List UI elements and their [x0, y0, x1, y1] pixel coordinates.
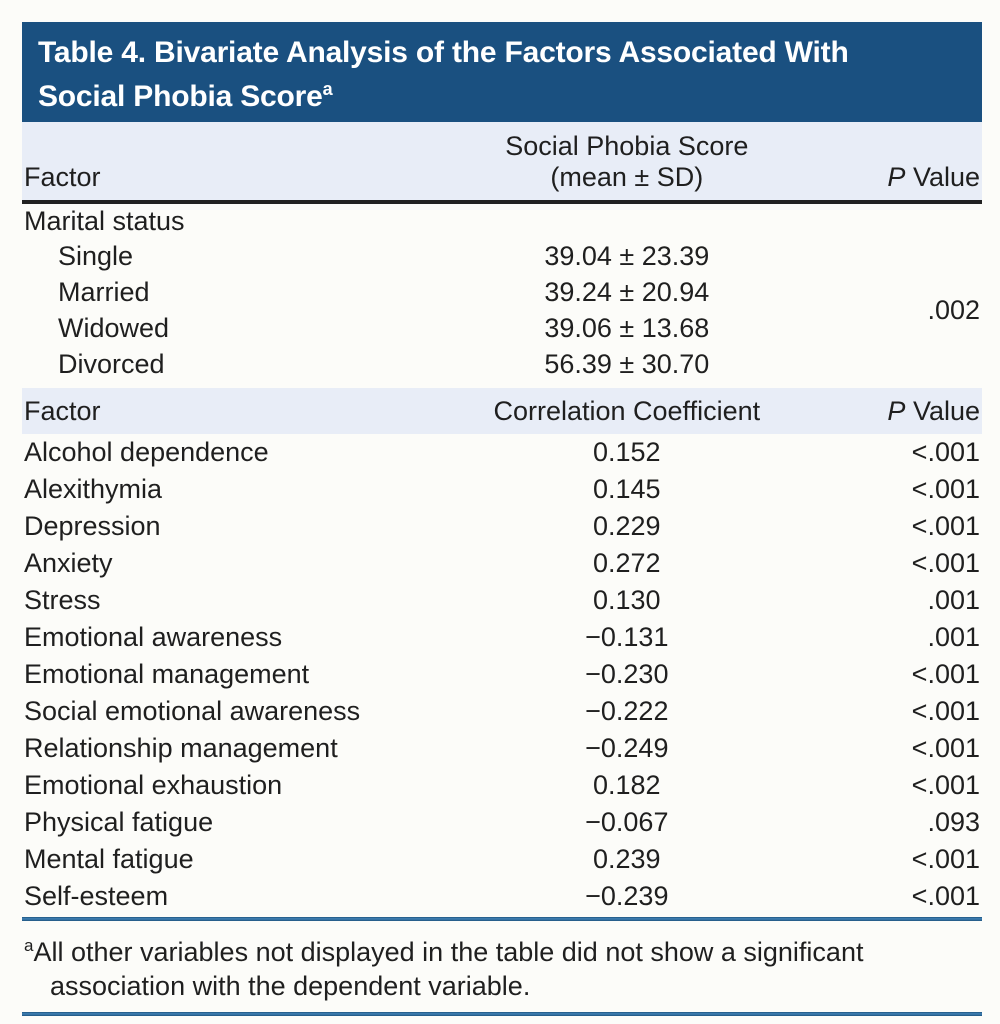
value-cell: 39.24 ± 20.94 [544, 276, 710, 307]
factor-cell: Stress [24, 585, 101, 615]
correlation-table: Factor Correlation Coefficient P Value A… [22, 388, 982, 915]
value-cell: 0.229 [593, 511, 661, 541]
p-value-cell: .001 [927, 622, 980, 652]
table-row-physical-fatigue: Physical fatigue −0.067 .093 [22, 804, 982, 841]
p-value-cell-group: .002 [927, 294, 980, 325]
divider-bottom [22, 1012, 982, 1016]
value-cell: 0.145 [593, 474, 661, 504]
value-cell: 0.152 [593, 437, 661, 467]
factor-cell: Divorced [58, 348, 165, 379]
header-factor: Factor [22, 388, 454, 434]
value-cell: 56.39 ± 30.70 [544, 348, 710, 379]
table-row-alexithymia: Alexithymia 0.145 <.001 [22, 471, 982, 508]
table-row-widowed: Widowed 39.06 ± 13.68 [22, 310, 982, 346]
divider-top-of-footnote [22, 917, 982, 921]
p-value-cell: <.001 [911, 437, 980, 467]
factor-cell: Self-esteem [24, 881, 169, 911]
table-title-banner: Table 4. Bivariate Analysis of the Facto… [22, 22, 982, 122]
value-cell: 0.239 [593, 844, 661, 874]
factor-cell: Social emotional awareness [24, 696, 361, 726]
value-cell [454, 202, 800, 238]
value-cell: 0.182 [593, 770, 661, 800]
factor-cell: Widowed [58, 312, 170, 343]
value-cell: 0.272 [593, 548, 661, 578]
table-row-social-emotional-awareness: Social emotional awareness −0.222 <.001 [22, 693, 982, 730]
table-row-self-esteem: Self-esteem −0.239 <.001 [22, 878, 982, 915]
value-cell: −0.230 [585, 659, 669, 689]
table-row-emotional-awareness: Emotional awareness −0.131 .001 [22, 619, 982, 656]
table-row-divorced: Divorced 56.39 ± 30.70 [22, 346, 982, 382]
header-score-line2: (mean ± SD) [550, 162, 704, 192]
p-value-cell: <.001 [911, 548, 980, 578]
factor-cell: Relationship management [24, 733, 338, 763]
value-cell: −0.222 [585, 696, 669, 726]
value-cell: 39.04 ± 23.39 [544, 240, 710, 271]
p-value-cell: .001 [927, 585, 980, 615]
factor-cell: Marital status [24, 205, 185, 236]
header-p-value: P Value [799, 388, 982, 434]
table-row-relationship-management: Relationship management −0.249 <.001 [22, 730, 982, 767]
factor-cell: Emotional management [24, 659, 310, 689]
factor-cell: Single [58, 240, 134, 271]
marital-header-row: Factor Social Phobia Score (mean ± SD) P… [22, 122, 982, 204]
marital-status-table: Factor Social Phobia Score (mean ± SD) P… [22, 122, 982, 382]
footnote: aAll other variables not displayed in th… [22, 921, 982, 1010]
factor-cell: Physical fatigue [24, 807, 214, 837]
footnote-marker: a [24, 936, 34, 955]
table-row-marital-status: Marital status [22, 202, 982, 238]
value-cell: −0.239 [585, 881, 669, 911]
table-title-line1: Table 4. Bivariate Analysis of the Facto… [38, 36, 849, 69]
footnote-line1: All other variables not displayed in the… [33, 937, 864, 967]
header-score-line1: Social Phobia Score [505, 131, 749, 161]
table-row-single: Single 39.04 ± 23.39 .002 [22, 238, 982, 325]
p-value-cell: <.001 [911, 770, 980, 800]
value-cell: −0.067 [585, 807, 669, 837]
header-social-phobia-score: Social Phobia Score (mean ± SD) [454, 122, 800, 204]
factor-cell: Emotional awareness [24, 622, 283, 652]
p-value-cell [800, 202, 982, 238]
table-title-footnote-marker: a [322, 79, 333, 99]
header-factor: Factor [22, 122, 454, 204]
table-row-stress: Stress 0.130 .001 [22, 582, 982, 619]
factor-cell: Depression [24, 511, 161, 541]
factor-cell: Alcohol dependence [24, 437, 269, 467]
value-cell: −0.249 [585, 733, 669, 763]
table-row-alcohol-dependence: Alcohol dependence 0.152 <.001 [22, 434, 982, 471]
value-cell: 0.130 [593, 585, 661, 615]
table-row-emotional-management: Emotional management −0.230 <.001 [22, 656, 982, 693]
p-value-cell: <.001 [911, 733, 980, 763]
table-row-depression: Depression 0.229 <.001 [22, 508, 982, 545]
correlation-header-row: Factor Correlation Coefficient P Value [22, 388, 982, 434]
table-title-line2: Social Phobia Score [38, 80, 323, 113]
value-cell: 39.06 ± 13.68 [544, 312, 710, 343]
table-row-mental-fatigue: Mental fatigue 0.239 <.001 [22, 841, 982, 878]
table-row-married: Married 39.24 ± 20.94 [22, 274, 982, 310]
p-value-cell: <.001 [911, 474, 980, 504]
factor-cell: Mental fatigue [24, 844, 194, 874]
table-content: Table 4. Bivariate Analysis of the Facto… [22, 0, 982, 1016]
p-value-cell: <.001 [911, 881, 980, 911]
value-cell: −0.131 [585, 622, 669, 652]
p-value-cell: <.001 [911, 659, 980, 689]
header-p-value: P Value [799, 122, 982, 204]
p-value-cell: <.001 [911, 511, 980, 541]
factor-cell: Anxiety [24, 548, 113, 578]
factor-cell: Married [58, 276, 150, 307]
p-value-cell: <.001 [911, 844, 980, 874]
p-value-cell: <.001 [911, 696, 980, 726]
factor-cell: Emotional exhaustion [24, 770, 283, 800]
table-row-emotional-exhaustion: Emotional exhaustion 0.182 <.001 [22, 767, 982, 804]
p-value-cell: .093 [927, 807, 980, 837]
factor-cell: Alexithymia [24, 474, 163, 504]
table-title: Table 4. Bivariate Analysis of the Facto… [38, 34, 964, 115]
table-row-anxiety: Anxiety 0.272 <.001 [22, 545, 982, 582]
footnote-line2: association with the dependent variable. [50, 971, 531, 1001]
header-correlation-coefficient: Correlation Coefficient [454, 388, 800, 434]
